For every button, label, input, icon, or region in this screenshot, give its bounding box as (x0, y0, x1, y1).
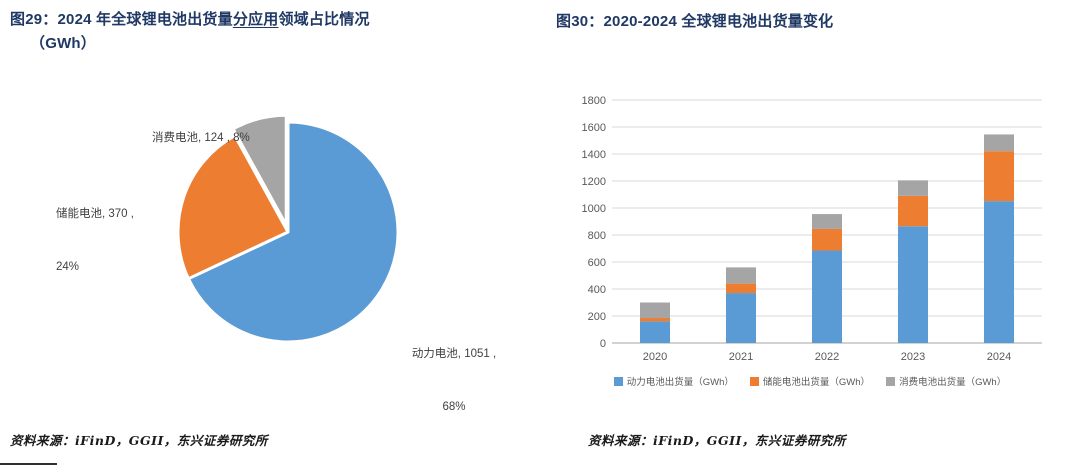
svg-text:400: 400 (588, 284, 606, 296)
pie-chart-area (168, 112, 408, 352)
svg-text:2020: 2020 (643, 351, 667, 363)
figure-29-panel: 图29：2024 年全球锂电池出货量分应用领域占比情况 （GWh） 消费电池, … (10, 8, 510, 453)
bar-chart-area: 0 200 400 600 800 1000 1200 1400 1600 1800 2020 202… (570, 88, 1050, 378)
pie-label-power-line1: 动力电池, 1051 , (411, 347, 497, 360)
legend-item-storage: 储能电池出货量（GWh） (749, 374, 871, 388)
svg-text:2022: 2022 (815, 351, 839, 363)
svg-text:0: 0 (600, 338, 606, 350)
svg-text:2024: 2024 (987, 351, 1011, 363)
legend-label-consumer: 消费电池出货量（GWh） (899, 377, 1007, 388)
title-prefix: 图29：2024 年全球锂电池出货量 (10, 11, 233, 28)
figure-29-title-line1: 图29：2024 年全球锂电池出货量分应用领域占比情况 (10, 8, 370, 32)
legend-label-storage: 储能电池出货量（GWh） (762, 377, 871, 388)
title-suffix: 领域占比情况 (278, 11, 370, 28)
figure-30-source: 资料来源：iFinD，GGII，东兴证券研究所 (588, 433, 846, 448)
svg-text:800: 800 (588, 230, 606, 242)
stacked-bar-chart: 0 200 400 600 800 1000 1200 1400 1600 1800 2020 202… (582, 95, 1042, 363)
pie-label-storage-line2: 24% (56, 261, 80, 274)
figure-29-title-line2: （GWh） (30, 35, 96, 52)
page-edge-line (0, 463, 57, 465)
svg-text:600: 600 (588, 257, 606, 269)
legend-item-consumer: 消费电池出货量（GWh） (886, 374, 1006, 388)
pie-label-power: 动力电池, 1051 , 68% (398, 310, 510, 453)
svg-text:1000: 1000 (582, 203, 606, 215)
bar-chart-legend: 动力电池出货量（GWh） 储能电池出货量（GWh） 消费电池出货量（GWh） (564, 374, 1056, 388)
svg-text:1800: 1800 (582, 95, 606, 107)
figure-30-title: 图30：2020-2024 全球锂电池出货量变化 (556, 13, 834, 30)
legend-swatch-power (613, 376, 623, 386)
svg-text:200: 200 (588, 311, 606, 323)
pie-label-power-line2: 68% (442, 401, 466, 414)
pie-label-storage: 储能电池, 370 , 24% (56, 170, 134, 313)
pie-label-consumer-text: 消费电池, 124 , 8% (152, 131, 250, 144)
svg-text:1600: 1600 (582, 122, 606, 134)
legend-swatch-storage (749, 376, 759, 386)
legend-swatch-consumer (886, 376, 896, 386)
legend-label-power: 动力电池出货量（GWh） (626, 377, 734, 388)
legend-item-power: 动力电池出货量（GWh） (613, 374, 734, 388)
pie-label-storage-line1: 储能电池, 370 , (56, 207, 134, 220)
svg-text:2023: 2023 (901, 351, 925, 363)
svg-text:1400: 1400 (582, 149, 606, 161)
figure-29-title: 图29：2024 年全球锂电池出货量分应用领域占比情况 （GWh） (10, 8, 370, 56)
svg-text:1200: 1200 (582, 176, 606, 188)
pie-chart (176, 113, 400, 344)
title-underlined-segment: 分应用 (232, 11, 279, 28)
svg-text:2021: 2021 (729, 351, 753, 363)
pie-label-consumer: 消费电池, 124 , 8% (152, 94, 250, 183)
figure-30-panel: 图30：2020-2024 全球锂电池出货量变化 0 200 400 600 800 10… (540, 0, 1080, 467)
figure-29-source: 资料来源：iFinD，GGII，东兴证券研究所 (10, 433, 268, 448)
